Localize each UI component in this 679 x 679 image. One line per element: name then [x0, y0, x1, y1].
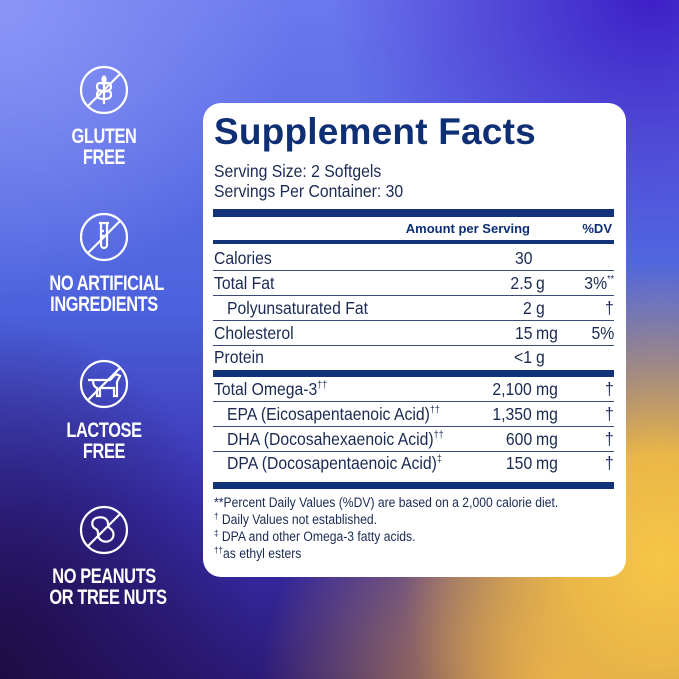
nutrient-row: Calories 30 — [213, 246, 614, 270]
thin-rule — [213, 401, 614, 402]
nutrient-amount: 2,100 — [492, 379, 532, 399]
thin-rule — [213, 345, 614, 346]
badge-no-nuts: NO PEANUTS OR TREE NUTS — [34, 504, 174, 608]
nutrient-row: DHA (Docosahexaenoic Acid)†† 600 mg † — [213, 427, 614, 451]
no-test-tube-icon — [79, 212, 129, 262]
badge-label-line2: FREE — [82, 146, 126, 169]
nutrient-row: Total Omega-3†† 2,100 mg † — [213, 377, 614, 401]
nutrient-amount: 2.5 — [510, 273, 532, 293]
nutrient-unit: mg — [536, 429, 558, 449]
nutrient-amount: 1,350 — [492, 404, 532, 424]
nutrient-row: Protein <1 g — [213, 345, 614, 369]
nutrient-name: Polyunsaturated Fat — [227, 298, 368, 318]
nutrient-amount: 30 — [514, 248, 532, 268]
thin-rule — [213, 270, 614, 271]
nutrient-name: Protein — [214, 347, 264, 367]
badge-label-line2: INGREDIENTS — [50, 293, 158, 316]
nutrient-dv: † — [605, 298, 614, 318]
nutrient-name: DHA (Docosahexaenoic Acid)†† — [227, 429, 444, 449]
footnote: ‡ DPA and other Omega-3 fatty acids. — [214, 528, 416, 545]
nutrient-unit: g — [536, 273, 545, 293]
badge-label-line1: GLUTEN — [71, 125, 137, 148]
nutrient-row: Total Fat 2.5 g 3%** — [213, 271, 614, 295]
nutrient-row: Cholesterol 15 mg 5% — [213, 321, 614, 345]
nutrient-row: Polyunsaturated Fat 2 g † — [213, 296, 614, 320]
nutrient-amount: 600 — [505, 429, 532, 449]
footnote: **Percent Daily Values (%DV) are based o… — [214, 495, 559, 510]
nutrient-dv: † — [605, 404, 614, 424]
supplement-facts-label: Supplement Facts Serving Size: 2 Softgel… — [203, 103, 626, 577]
nutrient-amount: 2 — [523, 298, 532, 318]
nutrient-unit: mg — [536, 323, 558, 343]
nutrient-name: Cholesterol — [214, 323, 294, 343]
nutrient-dv: † — [605, 379, 614, 399]
nutrient-amount: <1 — [514, 347, 532, 367]
nutrient-dv: 3%** — [584, 273, 614, 293]
nutrient-amount: 15 — [514, 323, 532, 343]
nutrient-row: DPA (Docosapentaenoic Acid)‡ 150 mg † — [213, 451, 614, 475]
no-peanut-icon — [79, 505, 129, 555]
badge-label-line1: LACTOSE — [66, 419, 142, 442]
thick-rule — [213, 482, 614, 489]
badge-label-line2: FREE — [82, 440, 126, 463]
footnote: ††as ethyl esters — [214, 545, 302, 562]
badge-label-line1: NO PEANUTS — [52, 565, 156, 588]
nutrient-dv: † — [605, 429, 614, 449]
nutrient-unit: g — [536, 347, 545, 367]
nutrient-amount: 150 — [505, 453, 532, 473]
thin-rule — [213, 451, 614, 452]
thin-rule — [213, 295, 614, 296]
thin-rule — [213, 320, 614, 321]
badge-lactose-free: LACTOSE FREE — [34, 358, 174, 462]
medium-rule — [213, 240, 614, 244]
label-title: Supplement Facts — [214, 111, 536, 152]
thick-rule — [213, 370, 614, 377]
badge-label-line1: NO ARTIFICIAL — [49, 272, 164, 295]
badge-label-line2: OR TREE NUTS — [49, 586, 167, 609]
no-cow-icon — [79, 359, 129, 409]
footnote: † Daily Values not established. — [214, 511, 378, 528]
nutrient-unit: mg — [536, 404, 558, 424]
nutrient-dv: † — [605, 453, 614, 473]
nutrient-name: DPA (Docosapentaenoic Acid)‡ — [227, 453, 442, 473]
nutrient-unit: mg — [536, 453, 558, 473]
thin-rule — [213, 426, 614, 427]
header-dv: %DV — [582, 221, 612, 236]
nutrient-name: Total Fat — [214, 273, 275, 293]
nutrient-dv: 5% — [591, 323, 614, 343]
badge-gluten-free: GLUTEN FREE — [34, 64, 174, 168]
nutrient-row: EPA (Eicosapentaenoic Acid)†† 1,350 mg † — [213, 402, 614, 426]
servings-per-container: Servings Per Container: 30 — [214, 181, 404, 201]
header-amount: Amount per Serving — [405, 221, 530, 236]
no-gluten-wheat-icon — [79, 65, 129, 115]
thick-rule — [213, 209, 614, 217]
nutrient-name: Calories — [214, 248, 272, 268]
serving-size: Serving Size: 2 Softgels — [214, 161, 382, 181]
nutrient-unit: mg — [536, 379, 558, 399]
nutrient-name: EPA (Eicosapentaenoic Acid)†† — [227, 404, 440, 424]
badge-no-artificial: NO ARTIFICIAL INGREDIENTS — [34, 211, 174, 315]
nutrient-name: Total Omega-3†† — [214, 379, 328, 399]
nutrient-unit: g — [536, 298, 545, 318]
